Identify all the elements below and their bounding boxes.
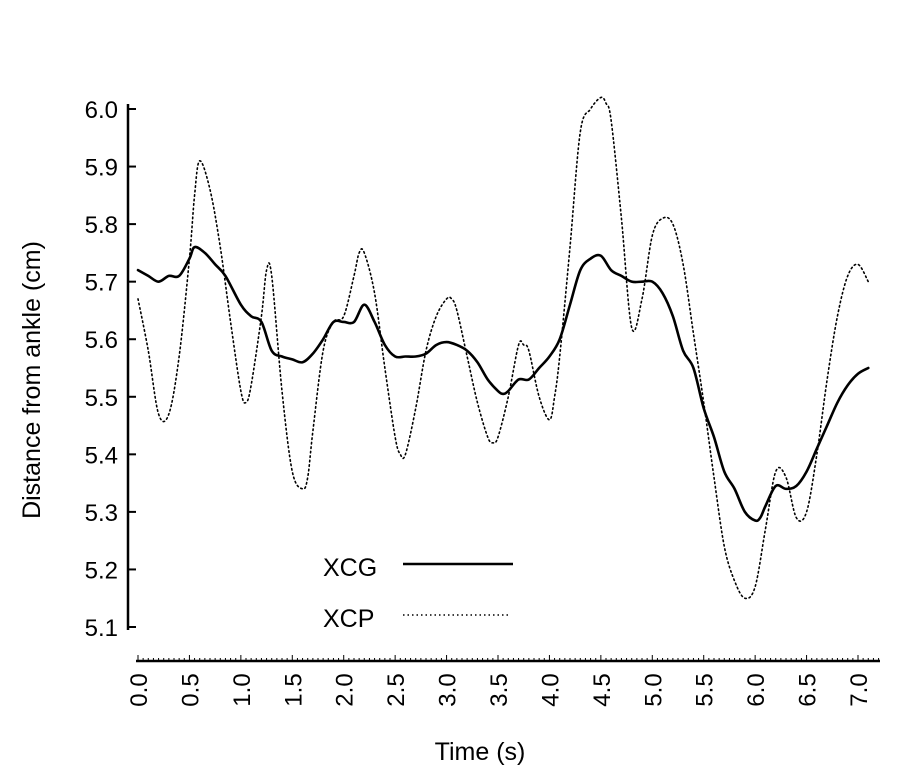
x-tick-label: 2.5 <box>383 673 410 706</box>
y-tick-label: 5.8 <box>85 212 118 239</box>
x-axis-title: Time (s) <box>435 738 526 766</box>
x-tick-label: 0.5 <box>177 673 204 706</box>
y-tick-label: 5.7 <box>85 270 118 297</box>
y-tick-label: 5.2 <box>85 557 118 584</box>
legend: XCG XCP <box>323 554 513 633</box>
x-tick-label: 1.0 <box>229 673 256 706</box>
y-tick-label: 5.5 <box>85 385 118 412</box>
legend-label-xcp: XCP <box>323 605 374 633</box>
x-tick-label: 6.5 <box>795 673 822 706</box>
x-tick-label: 4.0 <box>537 673 564 706</box>
y-tick-label: 5.9 <box>85 155 118 182</box>
chart-series <box>136 96 870 600</box>
x-tick-label: 6.0 <box>743 673 770 706</box>
x-tick-label: 5.5 <box>692 673 719 706</box>
series-line-xcp <box>137 96 870 600</box>
y-axis-title: Distance from ankle (cm) <box>18 241 46 519</box>
y-tick-label: 5.1 <box>85 615 118 642</box>
x-tick-label: 3.0 <box>435 673 462 706</box>
x-tick-label: 3.5 <box>486 673 513 706</box>
x-tick-label: 7.0 <box>846 673 873 706</box>
x-tick-label: 5.0 <box>640 673 667 706</box>
x-tick-label: 1.5 <box>280 673 307 706</box>
x-tick-label: 4.5 <box>589 673 616 706</box>
y-tick-label: 5.6 <box>85 327 118 354</box>
y-tick-label: 6.0 <box>85 97 118 124</box>
chart-axes: 6.0 5.9 5.8 5.7 5.6 5.5 5.4 5.3 5.2 5.1 0.0 0.5 1.0 1… <box>85 97 880 707</box>
y-tick-label: 5.4 <box>85 442 118 469</box>
series-line-xcg <box>136 245 870 523</box>
legend-label-xcg: XCG <box>323 554 377 582</box>
x-tick-label: 0.0 <box>126 673 153 706</box>
x-tick-label: 2.0 <box>332 673 359 706</box>
y-tick-label: 5.3 <box>85 500 118 527</box>
